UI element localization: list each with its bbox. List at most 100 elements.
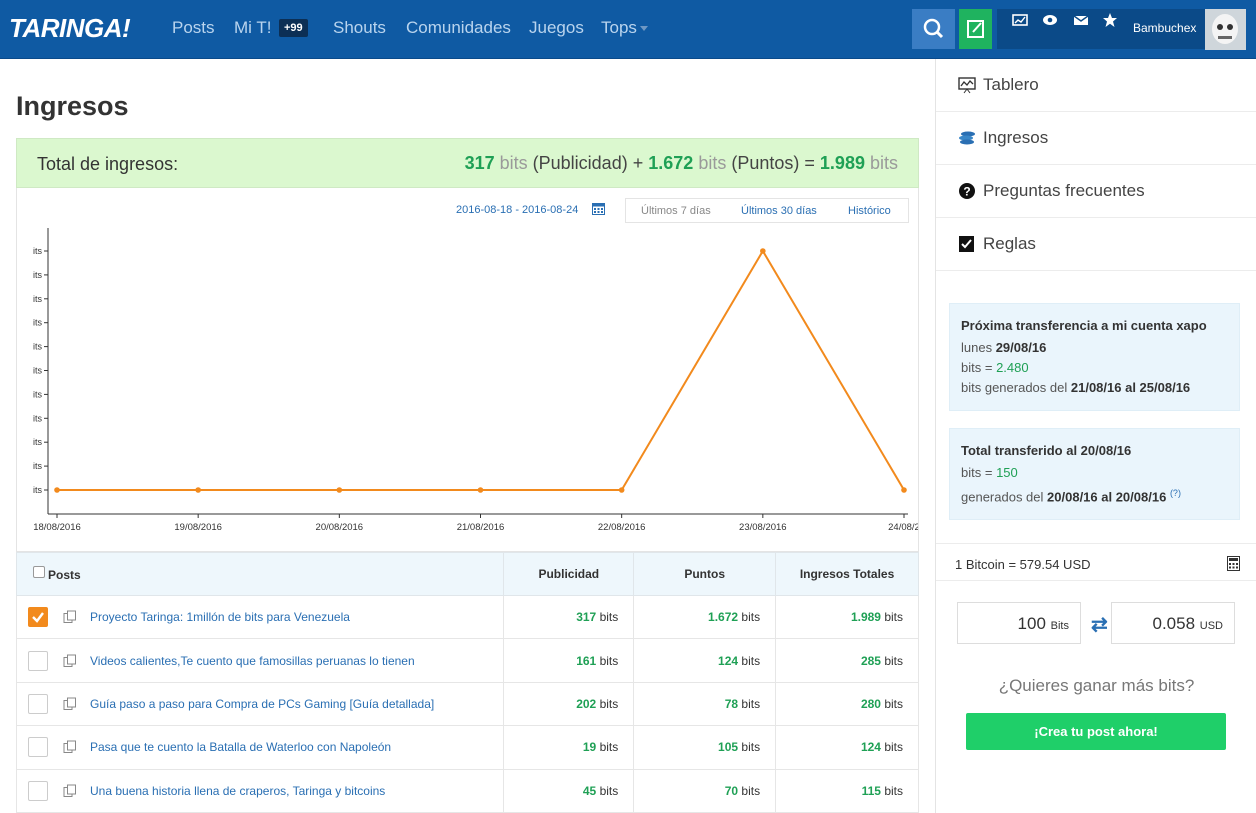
row-checkbox[interactable] — [28, 780, 48, 801]
nav-posts[interactable]: Posts — [172, 18, 215, 37]
bits-input[interactable]: 100 Bits — [957, 602, 1081, 644]
sidebar-item-label: Reglas — [983, 234, 1036, 253]
sidebar-item-ingresos[interactable]: Ingresos — [936, 112, 1256, 165]
post-title-link[interactable]: Pasa que te cuento la Batalla de Waterlo… — [90, 740, 392, 755]
unit-label: bits — [869, 153, 898, 173]
y-tick-label: its — [33, 246, 43, 256]
post-cell: Una buena historia llena de craperos, Ta… — [15, 768, 505, 813]
bits-unit: Bits — [1050, 620, 1069, 632]
total-bits-value: 1.989 — [819, 153, 865, 173]
nav-mi-t[interactable]: Mi T! — [234, 18, 272, 37]
row-checkbox[interactable] — [28, 650, 48, 671]
date-range[interactable]: 2016-08-18 - 2016-08-24 — [456, 204, 579, 216]
x-tick-label: 21/08/2016 — [457, 522, 505, 533]
y-tick-label: its — [33, 461, 43, 471]
taringa-logo[interactable]: TARINGA! — [9, 13, 131, 43]
check-icon — [32, 612, 44, 624]
series-line — [57, 249, 905, 491]
x-tick-label: 20/08/2016 — [316, 522, 364, 533]
cell-pts: 124 bits — [633, 638, 777, 683]
select-all-checkbox[interactable] — [33, 566, 45, 578]
data-point[interactable] — [477, 487, 484, 493]
value-pub: 19 — [582, 740, 597, 755]
copy-icon[interactable] — [63, 740, 77, 754]
cell-total: 124 bits — [775, 725, 919, 770]
col-publicidad[interactable]: Publicidad — [503, 552, 635, 596]
post-title-link[interactable]: Guía paso a paso para Compra de PCs Gami… — [90, 696, 435, 711]
sidebar-item-tablero[interactable]: Tablero — [936, 59, 1256, 112]
unit-label: bits — [499, 153, 528, 173]
usd-input-value: 0.058 — [1152, 614, 1196, 633]
total-transfer-box: Total transferido al 20/08/16 bits = 150… — [949, 428, 1240, 520]
value-pub: 161 — [576, 653, 597, 668]
sidebar-item-preguntas[interactable]: ? Preguntas frecuentes — [936, 165, 1256, 218]
row-checkbox[interactable] — [28, 737, 48, 758]
col-posts-label: Posts — [48, 568, 81, 582]
cell-pub: 45 bits — [503, 768, 635, 813]
mail-icon[interactable] — [1072, 11, 1090, 29]
unit-label: bits — [884, 696, 903, 711]
calculator-icon[interactable] — [1227, 556, 1240, 571]
cell-pub: 161 bits — [503, 638, 635, 683]
post-title-link[interactable]: Proyecto Taringa: 1millón de bits para V… — [90, 610, 350, 625]
row-checkbox[interactable] — [28, 607, 48, 628]
tab-last-7-days[interactable]: Últimos 7 días — [641, 205, 711, 217]
swap-icon[interactable]: ⇄ — [1091, 614, 1108, 636]
table-row[interactable]: Videos calientes,Te cuento que famosilla… — [15, 638, 919, 683]
sidebar-item-reglas[interactable]: Reglas — [936, 218, 1256, 271]
data-point[interactable] — [618, 487, 625, 493]
nav-tops[interactable]: Tops — [601, 18, 637, 37]
username[interactable]: Bambuchex — [1133, 21, 1197, 35]
copy-icon[interactable] — [63, 610, 77, 624]
create-post-button[interactable]: ¡Crea tu post ahora! — [966, 713, 1226, 750]
calendar-icon[interactable] — [592, 202, 605, 215]
data-point[interactable] — [195, 487, 201, 493]
y-tick-label: its — [33, 437, 43, 447]
y-tick-label: its — [33, 342, 43, 352]
row-checkbox[interactable] — [28, 693, 48, 714]
star-icon[interactable] — [1101, 11, 1119, 29]
data-point[interactable] — [760, 248, 766, 254]
generated-range: 21/08/16 al 25/08/16 — [1070, 380, 1191, 395]
bitcoin-rate: 1 Bitcoin = 579.54 USD — [955, 557, 1091, 572]
ad-label: (Publicidad) — [532, 153, 628, 173]
usd-input[interactable]: 0.058 USD — [1111, 602, 1235, 644]
unit-label: bits — [741, 696, 761, 711]
eye-icon[interactable] — [1041, 11, 1059, 29]
table-row[interactable]: Una buena historia llena de craperos, Ta… — [15, 768, 919, 813]
stats-icon[interactable] — [1011, 11, 1029, 29]
table-row[interactable]: Guía paso a paso para Compra de PCs Gami… — [15, 681, 919, 727]
help-link[interactable]: (?) — [1169, 488, 1181, 498]
table-row[interactable]: Pasa que te cuento la Batalla de Waterlo… — [15, 725, 919, 770]
table-row[interactable]: Proyecto Taringa: 1millón de bits para V… — [15, 594, 919, 640]
data-point[interactable] — [54, 487, 60, 493]
data-point[interactable] — [901, 487, 907, 493]
equals-sign: = — [804, 153, 815, 173]
tab-last-30-days[interactable]: Últimos 30 días — [741, 205, 817, 217]
tab-historic[interactable]: Histórico — [848, 205, 891, 217]
unit-label: bits — [884, 610, 903, 625]
posts-income-table: Posts Publicidad Puntos Ingresos Totales… — [15, 552, 919, 813]
avatar[interactable] — [1205, 9, 1246, 50]
bitcoin-rate-bar: 1 Bitcoin = 579.54 USD — [936, 543, 1256, 581]
unit-label: bits — [599, 653, 619, 668]
nav-juegos[interactable]: Juegos — [529, 18, 584, 37]
col-puntos[interactable]: Puntos — [633, 552, 777, 596]
nav-comunidades[interactable]: Comunidades — [406, 18, 511, 37]
col-ingresos-totales[interactable]: Ingresos Totales — [775, 552, 919, 596]
search-button[interactable] — [912, 9, 955, 49]
post-cell: Pasa que te cuento la Batalla de Waterlo… — [15, 725, 505, 770]
copy-icon[interactable] — [63, 654, 77, 668]
data-point[interactable] — [336, 487, 343, 493]
nav-shouts[interactable]: Shouts — [333, 18, 386, 37]
copy-icon[interactable] — [63, 784, 77, 798]
total-values: 317 bits (Publicidad) + 1.672 bits (Punt… — [465, 153, 898, 174]
post-title-link[interactable]: Una buena historia llena de craperos, Ta… — [90, 783, 386, 798]
value-pts: 124 — [718, 653, 739, 668]
copy-icon[interactable] — [63, 697, 77, 711]
y-tick-label: its — [33, 413, 43, 423]
post-title-link[interactable]: Videos calientes,Te cuento que famosilla… — [90, 653, 415, 668]
total-label: Total de ingresos: — [37, 154, 179, 174]
new-post-button[interactable] — [959, 9, 992, 49]
generated-range: 20/08/16 al 20/08/16 — [1047, 489, 1167, 505]
